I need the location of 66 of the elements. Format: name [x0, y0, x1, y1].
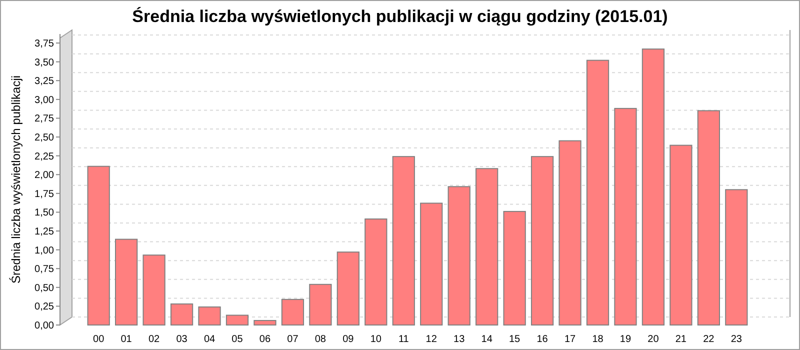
- y-tick-label: 1,25: [34, 226, 54, 238]
- x-tick-label: 12: [426, 334, 438, 345]
- x-tick-label: 14: [481, 334, 493, 345]
- bar: [281, 298, 304, 326]
- x-tick-label: 07: [287, 334, 299, 345]
- x-tick-label: 08: [314, 334, 326, 345]
- y-tick-label: 3,50: [34, 57, 54, 68]
- x-tick-label: 06: [259, 334, 271, 345]
- y-tick-label: 0,50: [34, 282, 54, 294]
- bar: [697, 110, 720, 326]
- bar: [170, 303, 194, 326]
- bar: [503, 210, 526, 326]
- y-tick-label: 3,75: [34, 38, 54, 50]
- y-tick-label: 2,75: [34, 114, 54, 125]
- bar: [336, 252, 360, 326]
- x-tick-label: 18: [592, 334, 604, 345]
- y-tick-label: 1,00: [34, 245, 54, 256]
- y-tick-label: 0,75: [34, 264, 54, 276]
- x-tick-label: 10: [370, 334, 382, 345]
- y-tick-label: 2,25: [34, 151, 54, 162]
- y-tick-label: 3,25: [34, 76, 54, 88]
- y-axis-title: Średnia liczba wyświetlonych publikacji: [9, 75, 23, 284]
- x-tick-label: 13: [454, 334, 466, 345]
- bar: [530, 156, 554, 326]
- bar: [309, 284, 332, 326]
- x-tick-label: 03: [176, 334, 188, 345]
- x-tick-label: 20: [648, 334, 660, 345]
- bar: [254, 320, 276, 326]
- bar: [364, 218, 388, 326]
- bar: [115, 238, 138, 326]
- x-tick-label: 15: [509, 334, 521, 345]
- bar: [448, 186, 470, 326]
- x-tick-label: 09: [342, 334, 354, 345]
- y-tick-label: 3,00: [34, 94, 54, 106]
- bar: [392, 156, 415, 326]
- x-tick-label: 00: [93, 334, 105, 345]
- x-tick-label: 01: [120, 334, 132, 345]
- x-tick-label: 16: [536, 334, 548, 345]
- bar: [725, 189, 748, 326]
- bar: [476, 168, 498, 326]
- y-tick-label: 2,00: [34, 170, 54, 182]
- bar: [87, 166, 110, 326]
- x-tick-label: 21: [675, 334, 687, 345]
- x-tick-label: 11: [398, 334, 410, 345]
- y-tick-label: 0,00: [34, 320, 54, 332]
- bar: [142, 254, 166, 326]
- bar: [198, 306, 221, 326]
- bar: [226, 314, 249, 326]
- y-tick-label: 0,25: [34, 302, 54, 313]
- x-tick-label: 05: [232, 334, 244, 345]
- x-tick-label: 19: [620, 334, 632, 345]
- x-tick-label: 04: [204, 334, 216, 345]
- x-tick-label: 23: [730, 334, 742, 345]
- bar: [586, 60, 610, 326]
- y-tick-label: 2,50: [34, 132, 54, 144]
- bar: [670, 144, 692, 326]
- y-tick-label: 1,50: [34, 208, 54, 219]
- x-tick-label: 17: [564, 334, 576, 345]
- chart-title: Średnia liczba wyświetlonych publikacji w ciągu godziny (2015.01): [132, 6, 668, 26]
- y-tick-label: 1,75: [34, 188, 54, 200]
- x-tick-label: 22: [703, 334, 715, 345]
- bar: [420, 202, 443, 326]
- bar: [614, 108, 637, 326]
- x-tick-label: 02: [148, 334, 160, 345]
- bar: [642, 48, 665, 326]
- bar: [558, 140, 582, 326]
